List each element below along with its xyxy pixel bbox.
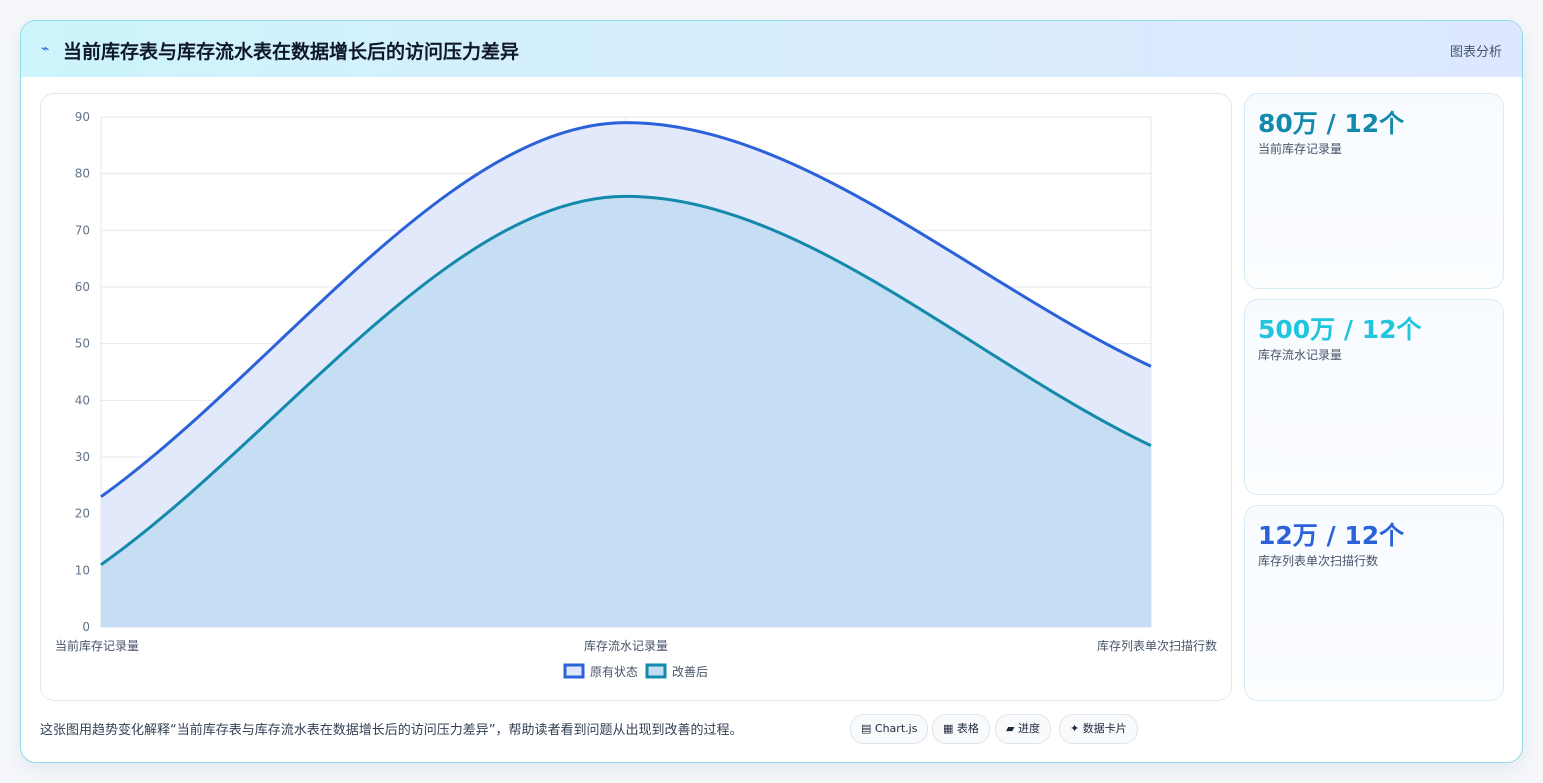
y-tick-label: 10: [75, 563, 90, 577]
chart-panel: 0 10 20 30 40 50 60 70 80 90 当前库存记录量 库存流水记录量 库存列表单次扫…: [40, 93, 1232, 701]
series-line-2: [100, 194, 1152, 566]
x-tick-label: 库存流水记录量: [584, 638, 668, 653]
x-tick-label: 库存列表单次扫描行数: [1097, 638, 1217, 653]
area-chart: 0 10 20 30 40 50 60 70 80 90 当前库存记录量 库存流水记录量 库存列表单次扫…: [55, 110, 1217, 679]
series-area-2: [101, 196, 1151, 627]
y-tick-label: 70: [75, 223, 90, 237]
sparkle-icon: ✦: [1070, 722, 1080, 735]
legend-swatch: [563, 663, 585, 679]
pill-label: Chart.js: [874, 722, 918, 735]
card-header: ⌁ 当前库存表与库存流水表在数据增长后的访问压力差异 图表分析: [21, 21, 1522, 77]
legend-label: 原有状态: [590, 665, 638, 679]
chart-card: ⌁ 当前库存表与库存流水表在数据增长后的访问压力差异 图表分析 0 10 20 30 4…: [20, 20, 1523, 763]
stat-label: 当前库存记录量: [1258, 142, 1343, 156]
y-tick-label: 80: [75, 167, 90, 181]
y-tick-label: 90: [75, 110, 90, 124]
stat-label: 库存流水记录量: [1258, 348, 1343, 362]
stat-label: 库存列表单次扫描行数: [1258, 554, 1379, 568]
pill-chartjs[interactable]: ▤ Chart.js: [850, 714, 929, 744]
y-tick-label: 60: [75, 280, 90, 294]
y-tick-label: 50: [75, 337, 90, 351]
progress-icon: ▰: [1006, 722, 1015, 735]
series-line-1: [100, 121, 1152, 498]
stat-value: 12万 / 12个: [1258, 521, 1405, 550]
pill-progress[interactable]: ▰ 进度: [995, 714, 1051, 744]
pill-data-card[interactable]: ✦ 数据卡片: [1059, 714, 1138, 744]
y-tick-label: 20: [75, 507, 90, 521]
y-tick-label: 40: [75, 393, 90, 407]
y-tick-label: 30: [75, 450, 90, 464]
stat-card-scan-rows: 12万 / 12个 库存列表单次扫描行数: [1244, 505, 1504, 701]
page-title: 当前库存表与库存流水表在数据增长后的访问压力差异: [63, 41, 520, 63]
chart-icon: ▤: [861, 722, 872, 735]
x-tick-label: 当前库存记录量: [55, 638, 139, 653]
lightning-icon: ⌁: [41, 41, 50, 57]
stat-card-inventory-flow: 500万 / 12个 库存流水记录量: [1244, 299, 1504, 495]
stat-card-current-inventory: 80万 / 12个 当前库存记录量: [1244, 93, 1504, 289]
stat-value: 500万 / 12个: [1258, 315, 1422, 344]
pill-table[interactable]: ▦ 表格: [932, 714, 990, 744]
chart-description: 这张图用趋势变化解释“当前库存表与库存流水表在数据增长后的访问压力差异”，帮助读…: [40, 723, 743, 738]
y-tick-label: 0: [82, 620, 90, 634]
stat-value: 80万 / 12个: [1258, 109, 1405, 138]
pill-label: 数据卡片: [1082, 722, 1127, 735]
pill-label: 表格: [956, 722, 979, 735]
legend-label: 改善后: [672, 664, 708, 679]
pill-label: 进度: [1017, 722, 1040, 735]
legend-swatch: [645, 663, 667, 679]
table-icon: ▦: [943, 722, 954, 735]
chart-analysis-link[interactable]: 图表分析: [1449, 45, 1502, 60]
